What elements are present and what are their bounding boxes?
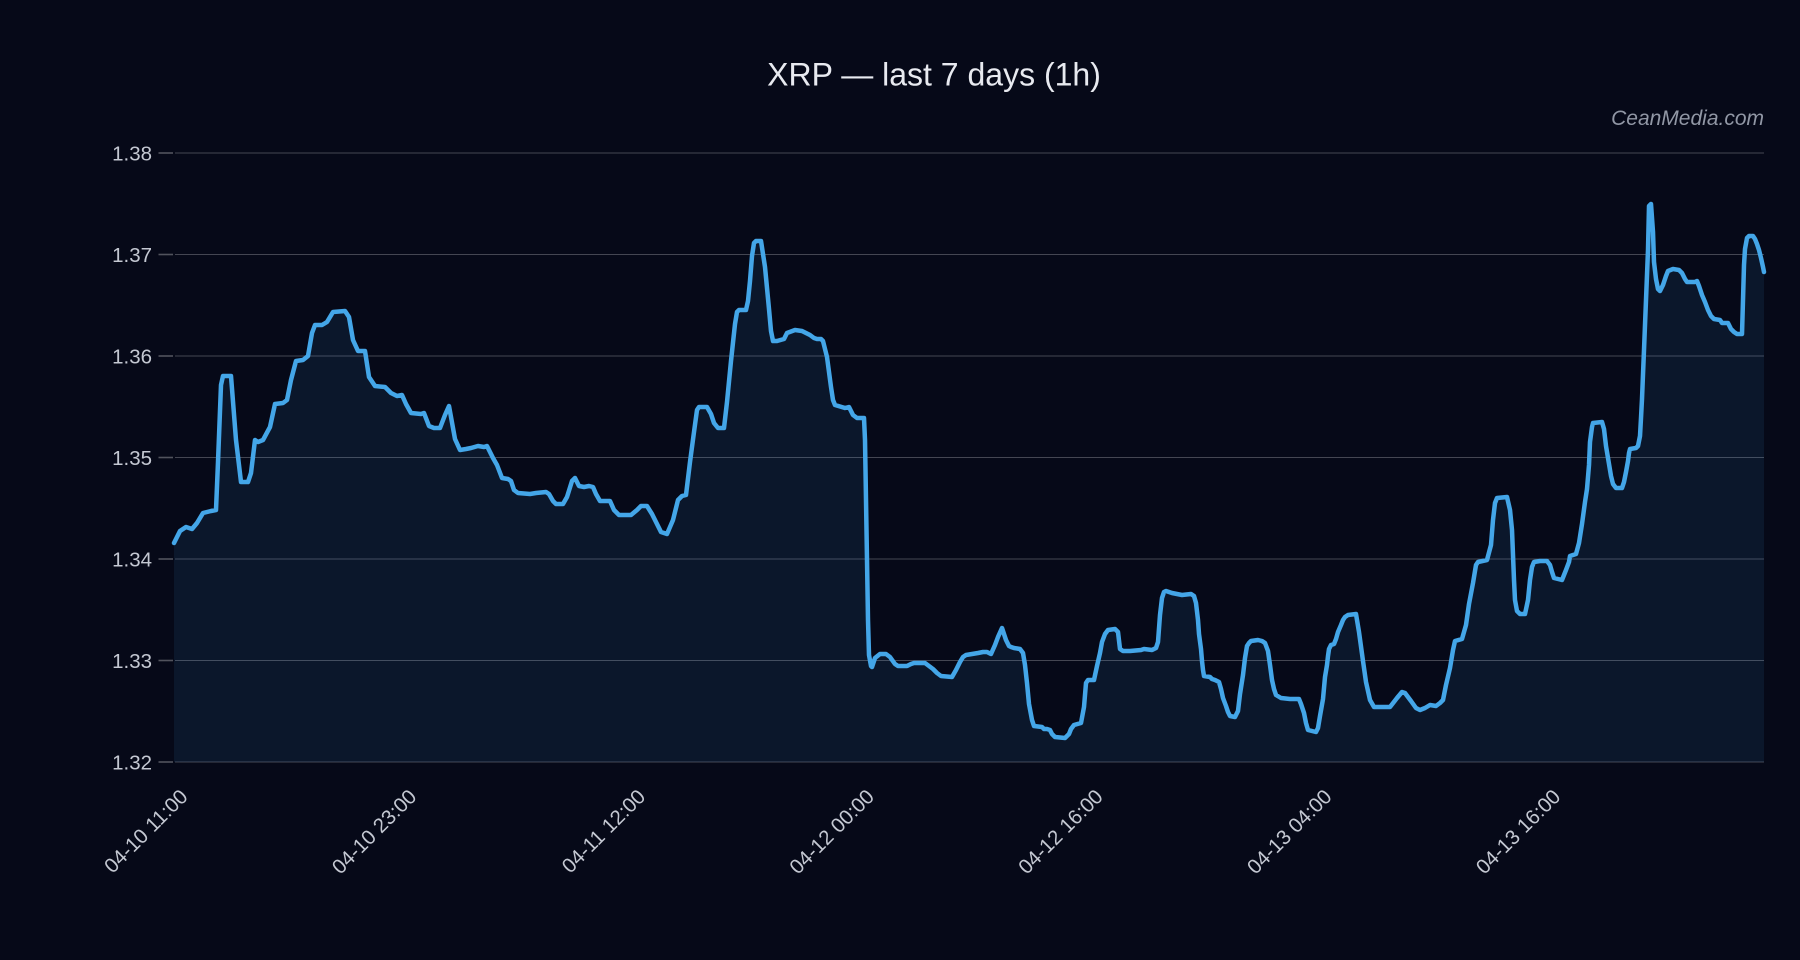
svg-text:1.37: 1.37 — [112, 244, 152, 267]
svg-text:XRP — last 7 days (1h): XRP — last 7 days (1h) — [767, 57, 1101, 93]
svg-text:1.34: 1.34 — [112, 548, 152, 571]
svg-text:1.36: 1.36 — [112, 345, 152, 368]
svg-text:1.35: 1.35 — [112, 447, 152, 470]
svg-text:1.32: 1.32 — [112, 751, 152, 774]
svg-text:CeanMedia.com: CeanMedia.com — [1611, 107, 1764, 130]
svg-text:1.33: 1.33 — [112, 650, 152, 673]
svg-text:1.38: 1.38 — [112, 142, 152, 165]
